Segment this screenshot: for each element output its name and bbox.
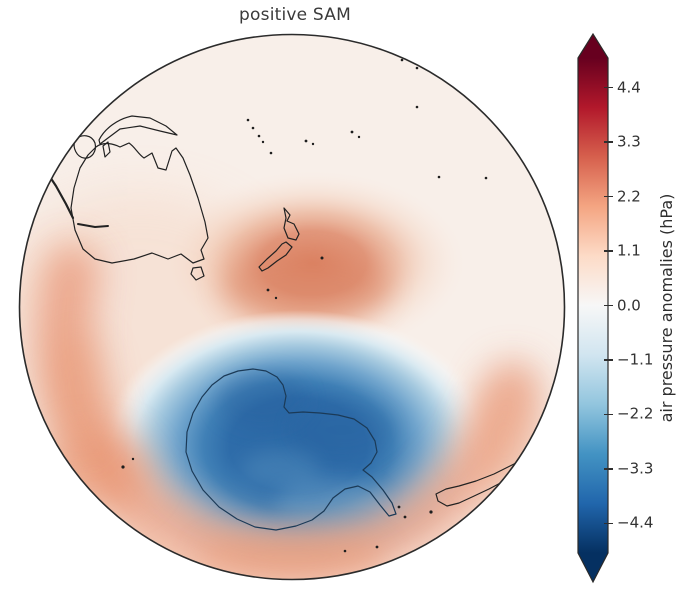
colorbar-min-arrow [578,553,608,582]
blue-light-patch [240,450,320,490]
colorbar-tick [604,86,613,89]
colorbar-tick [604,250,613,252]
ring-accent [197,530,387,580]
positive-anomaly-core [220,250,390,326]
colorbar-tick [604,195,613,198]
colorbar-tick-label: −2.2 [617,405,654,424]
ring-accent [48,330,108,450]
blue-light-patch [275,479,385,531]
coast-tasmania [190,266,205,281]
colorbar-tick [604,413,613,416]
colorbar-tick-label: 4.4 [617,78,641,97]
coast-seasia [57,117,75,149]
globe-outline [18,33,566,581]
colorbar-axis-label: air pressure anomalies (hPa) [657,193,676,423]
colorbar-tick [604,468,613,470]
blue-dark-patch [292,400,392,460]
blue-dark-patch [217,372,307,428]
coast-newguinea [98,115,178,145]
coast-nz-south [258,241,293,272]
colorbar-border [577,32,609,584]
colorbar-tick-label: 0.0 [617,296,641,315]
colorbar-tick-label: 2.2 [617,187,641,206]
coast-java [77,223,109,228]
colorbar-tick-label: −1.1 [617,350,654,369]
colorbar-max-arrow [578,34,608,58]
colorbar-tick-label: −4.4 [617,513,654,532]
colorbar-tick [604,141,613,143]
coast-nz-north [283,207,300,241]
colorbar-gradient [578,58,608,553]
colorbar-tick [604,304,613,307]
colorbar-tick [604,359,613,361]
coast-sulawesi [102,141,111,158]
colorbar-tick-label: −3.3 [617,459,654,478]
colorbar-tick-label: 1.1 [617,241,641,260]
colorbar-tick-label: 3.3 [617,132,641,151]
colorbar [577,32,609,584]
ring-accent [467,385,543,495]
coast-australia [70,142,209,264]
coast-borneo [73,135,97,159]
coast-antarctica [185,368,397,531]
colorbar-tick [604,522,613,525]
figure-title: positive SAM [239,5,351,25]
anomaly-field [19,34,565,580]
